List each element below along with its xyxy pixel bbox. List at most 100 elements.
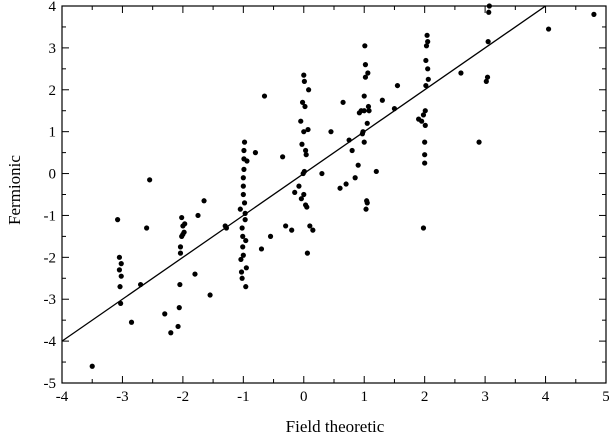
data-point — [242, 210, 248, 216]
data-point — [292, 189, 298, 196]
data-point — [192, 271, 198, 277]
x-tick-label: -4 — [56, 389, 69, 405]
data-point — [240, 175, 246, 181]
data-point — [177, 281, 183, 288]
data-point — [362, 62, 369, 68]
data-point — [237, 206, 243, 212]
data-point — [137, 281, 144, 288]
data-point — [361, 139, 367, 145]
data-point — [301, 72, 307, 78]
data-point — [346, 137, 352, 143]
data-point — [365, 70, 371, 76]
data-point — [362, 43, 368, 49]
data-point — [243, 265, 249, 271]
data-point — [283, 223, 289, 229]
data-point — [299, 99, 306, 105]
data-point — [244, 158, 250, 164]
data-point — [181, 229, 187, 235]
data-point — [306, 87, 312, 93]
data-point — [118, 273, 124, 279]
data-point — [337, 185, 343, 191]
data-point — [280, 154, 286, 160]
data-point — [89, 363, 95, 369]
x-tick-label: -2 — [177, 389, 190, 405]
data-point — [361, 93, 367, 99]
data-point — [116, 267, 123, 273]
y-tick-label: -5 — [44, 376, 57, 392]
data-point — [591, 11, 597, 17]
data-point — [422, 139, 428, 145]
data-point — [241, 139, 248, 145]
data-point — [423, 57, 429, 64]
data-point — [118, 300, 124, 307]
data-point — [238, 256, 244, 263]
data-point — [176, 305, 182, 311]
y-tick-label: 3 — [49, 41, 57, 57]
data-point — [177, 250, 184, 256]
data-point — [360, 129, 366, 135]
plot-frame — [61, 5, 607, 384]
x-tick-label: 1 — [360, 389, 368, 405]
data-point — [240, 252, 246, 258]
data-point — [343, 181, 349, 187]
data-point — [179, 214, 185, 221]
y-tick-label: -4 — [44, 334, 57, 350]
data-point — [485, 39, 491, 45]
data-point — [207, 292, 213, 298]
data-point — [128, 319, 135, 325]
data-point — [182, 221, 188, 227]
y-tick-label: 2 — [49, 83, 57, 99]
data-point — [301, 129, 307, 135]
data-point — [379, 97, 385, 103]
data-point — [419, 118, 425, 124]
y-tick-label: -3 — [44, 292, 57, 308]
data-point — [223, 225, 230, 231]
x-tick-label: 4 — [542, 389, 550, 405]
data-point — [304, 204, 310, 210]
x-tick-label: 2 — [421, 389, 429, 405]
data-point — [261, 93, 268, 99]
data-point — [301, 191, 307, 198]
data-point — [305, 126, 311, 133]
data-point — [365, 103, 372, 110]
data-point — [486, 9, 492, 15]
data-point — [117, 284, 123, 290]
data-point — [362, 74, 369, 80]
data-point — [340, 99, 346, 105]
data-point — [241, 166, 247, 172]
data-point — [364, 120, 370, 126]
data-point — [425, 66, 431, 72]
x-tick-label: 5 — [602, 389, 609, 405]
data-point — [239, 225, 245, 231]
data-point — [115, 217, 121, 223]
data-point — [289, 227, 295, 233]
data-point — [175, 323, 181, 330]
data-point — [423, 43, 430, 49]
data-point — [168, 330, 174, 336]
data-point — [422, 160, 428, 166]
data-point — [241, 200, 248, 206]
data-point — [201, 198, 207, 204]
data-point — [361, 108, 367, 114]
data-point — [307, 223, 313, 229]
data-point — [177, 244, 184, 250]
data-point — [302, 103, 308, 110]
data-point — [239, 275, 245, 281]
data-point — [238, 269, 245, 275]
data-point — [422, 122, 428, 128]
y-tick-label: 0 — [49, 167, 57, 183]
data-point — [144, 225, 150, 231]
data-point — [391, 106, 398, 112]
data-point — [116, 254, 123, 260]
x-tick-label: -3 — [116, 389, 129, 405]
x-tick-label: 0 — [300, 389, 308, 405]
data-point — [423, 82, 429, 89]
data-point — [147, 177, 153, 183]
data-point — [241, 147, 247, 154]
data-point — [243, 237, 249, 244]
data-point — [302, 147, 309, 154]
data-point — [364, 200, 370, 206]
data-point — [267, 233, 274, 239]
data-point — [483, 78, 489, 84]
data-point — [298, 118, 304, 124]
